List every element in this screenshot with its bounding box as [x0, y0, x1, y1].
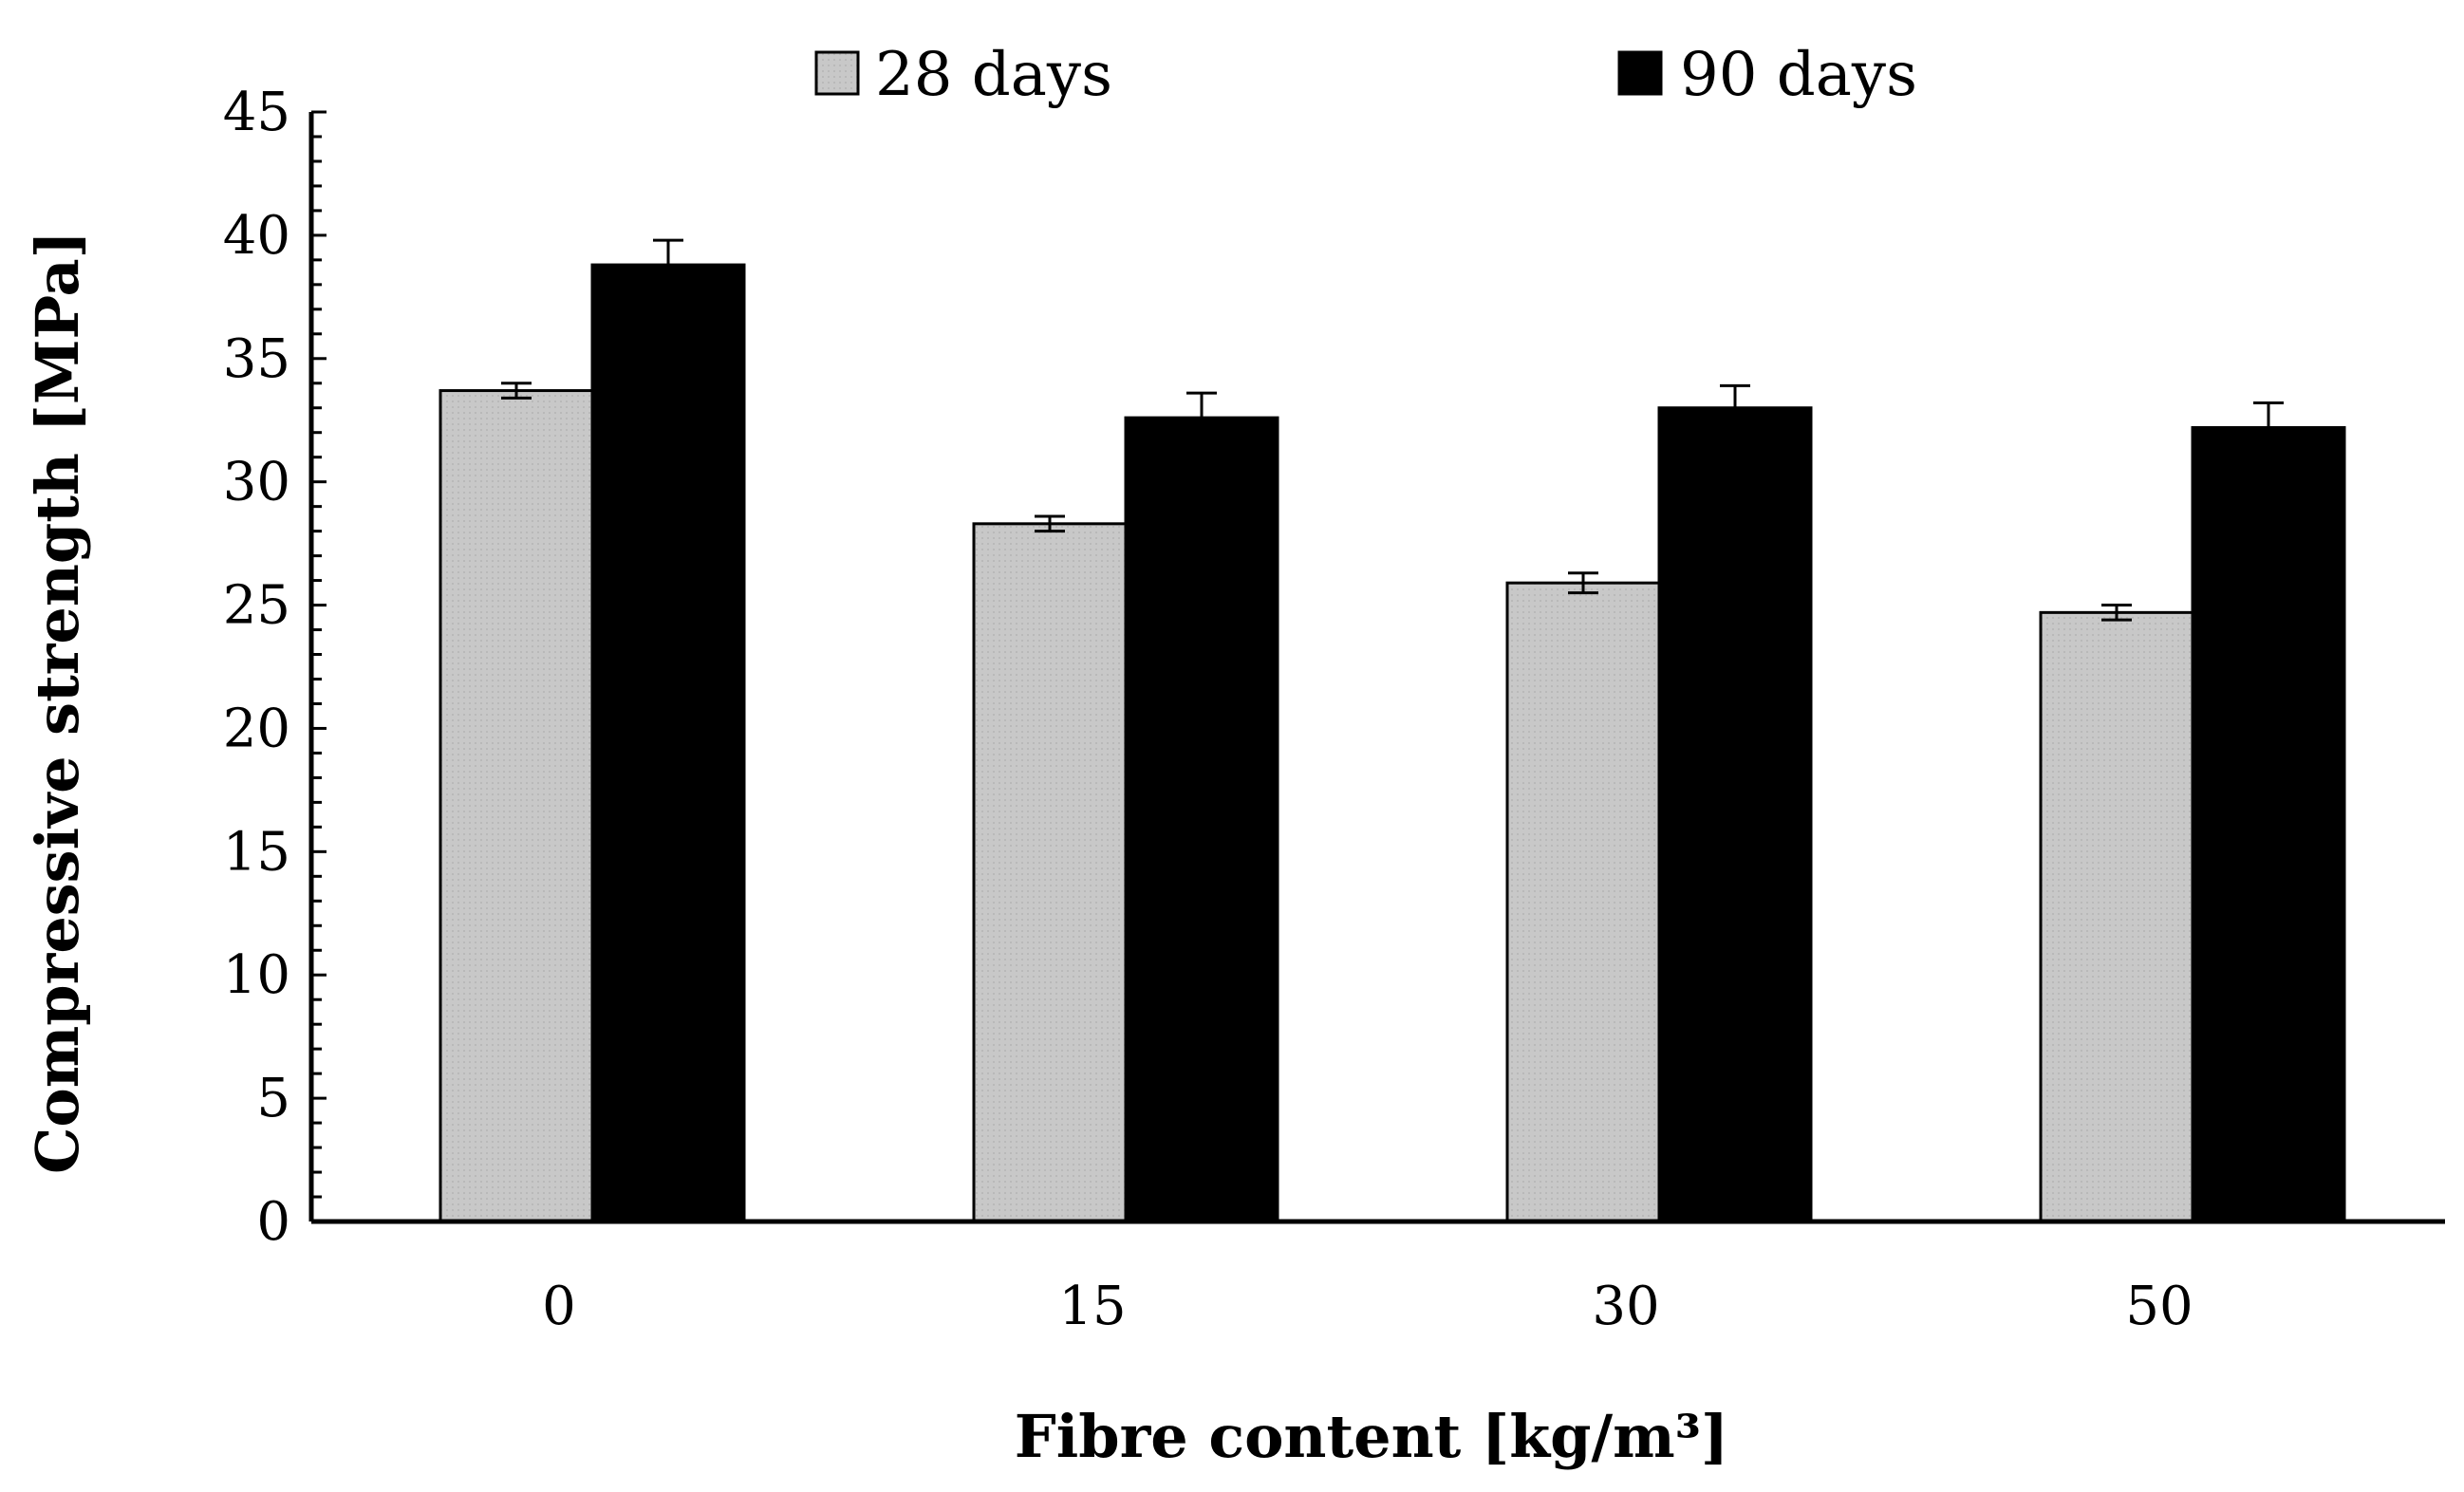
bars-layer [439, 263, 2346, 1223]
axes-layer: 0 5 10 15 20 25 30 35 40 45 0 15 30 50 [223, 82, 2445, 1337]
bar-28-days-30 [1505, 581, 1661, 1223]
y-tick-label: 10 [223, 944, 290, 1006]
legend-swatch-90-days [1617, 50, 1663, 96]
x-tick-label: 30 [1592, 1276, 1659, 1337]
legend-label-28-days: 28 days [875, 40, 1112, 110]
y-tick-label: 45 [223, 82, 290, 143]
bar-28-days-0 [439, 389, 594, 1223]
y-tick-label: 5 [256, 1068, 290, 1129]
bar-90-days-0 [590, 263, 746, 1223]
x-axis-title: Fibre content [kg/m³] [1015, 1402, 1729, 1471]
legend-label-90-days: 90 days [1680, 40, 1917, 110]
x-tick-label: 50 [2125, 1276, 2193, 1337]
y-tick-label: 15 [223, 821, 290, 883]
y-tick-label: 40 [223, 205, 290, 267]
bar-90-days-15 [1124, 416, 1279, 1223]
legend: 28 days 90 days [814, 40, 1917, 110]
bar-90-days-30 [1657, 406, 1813, 1223]
y-tick-label: 20 [223, 698, 290, 759]
y-tick-label: 30 [223, 452, 290, 513]
bar-90-days-50 [2191, 426, 2346, 1223]
legend-swatch-28-days [814, 50, 860, 96]
error-bars-layer [501, 238, 2284, 622]
x-tick-label: 15 [1058, 1276, 1126, 1337]
bar-28-days-50 [2039, 610, 2194, 1223]
bar-28-days-15 [972, 522, 1128, 1223]
y-axis-title: Compressive strength [MPa] [23, 231, 92, 1174]
y-tick-label: 25 [223, 575, 290, 637]
y-tick-label: 0 [256, 1191, 290, 1253]
x-tick-label: 0 [542, 1276, 576, 1337]
y-tick-label: 35 [223, 328, 290, 390]
